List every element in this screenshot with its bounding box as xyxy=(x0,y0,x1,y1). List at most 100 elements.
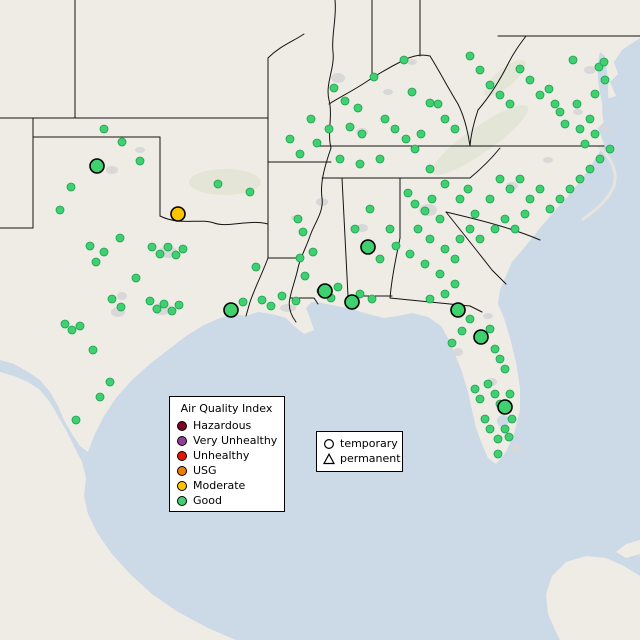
station-good xyxy=(340,96,350,106)
station-good xyxy=(465,51,475,61)
legend-item-label: Moderate xyxy=(193,479,246,492)
unhealthy-swatch-icon xyxy=(177,450,187,461)
station-good xyxy=(375,154,385,164)
station-good xyxy=(420,206,430,216)
legend-item-very-unhealthy: Very Unhealthy xyxy=(177,433,278,448)
station-good xyxy=(440,289,450,299)
station-good xyxy=(485,194,495,204)
station-good xyxy=(493,449,503,459)
station-good xyxy=(600,75,610,85)
station-good xyxy=(369,72,379,82)
station-good xyxy=(333,282,343,292)
station-good xyxy=(131,273,141,283)
station-good xyxy=(178,244,188,254)
station-good xyxy=(427,194,437,204)
station-good xyxy=(410,199,420,209)
station-good xyxy=(355,289,365,299)
legend-item-label: USG xyxy=(193,464,217,477)
station-good xyxy=(475,234,485,244)
station-good xyxy=(515,64,525,74)
station-good xyxy=(420,259,430,269)
station-good xyxy=(277,291,287,301)
station-good xyxy=(595,154,605,164)
station-good xyxy=(585,114,595,124)
station-good xyxy=(500,424,510,434)
station-good xyxy=(440,179,450,189)
station-good-large xyxy=(317,283,333,299)
lake-okeechobee xyxy=(497,415,509,427)
us-landmass xyxy=(0,0,640,464)
hazardous-swatch-icon xyxy=(177,420,187,431)
legend-item-label: Very Unhealthy xyxy=(193,434,278,447)
station-good xyxy=(367,294,377,304)
station-good xyxy=(159,299,169,309)
station-good xyxy=(465,224,475,234)
station-good xyxy=(485,324,495,334)
very-unhealthy-swatch-icon xyxy=(177,435,187,446)
station-good xyxy=(515,174,525,184)
legend-item-moderate: Moderate xyxy=(177,478,276,493)
legend-item-label: Hazardous xyxy=(193,419,252,432)
station-good xyxy=(391,241,401,251)
station-good xyxy=(450,279,460,289)
legend-item-unhealthy: Unhealthy xyxy=(177,448,276,463)
marker-shape-legend: temporary permanent xyxy=(316,431,403,472)
station-good xyxy=(245,187,255,197)
legend-item-label: permanent xyxy=(340,452,401,465)
station-good xyxy=(483,379,493,389)
station-good xyxy=(520,209,530,219)
state-borders-layer xyxy=(0,0,640,323)
station-good xyxy=(380,114,390,124)
station-good xyxy=(450,124,460,134)
aqi-legend-title: Air Quality Index xyxy=(180,402,273,415)
station-good xyxy=(475,394,485,404)
legend-item-usg: USG xyxy=(177,463,276,478)
station-good xyxy=(425,294,435,304)
station-good xyxy=(88,345,98,355)
station-good xyxy=(605,144,615,154)
station-good xyxy=(447,338,457,348)
station-good xyxy=(565,184,575,194)
station-good xyxy=(401,134,411,144)
mexico-landmass xyxy=(0,372,236,640)
station-good xyxy=(525,194,535,204)
station-good xyxy=(67,325,77,335)
station-moderate-large xyxy=(170,206,186,222)
station-good xyxy=(470,209,480,219)
station-good xyxy=(107,294,117,304)
station-good xyxy=(295,253,305,263)
station-good xyxy=(85,241,95,251)
station-good xyxy=(329,83,339,93)
station-good xyxy=(167,306,177,316)
station-good xyxy=(535,184,545,194)
station-good xyxy=(75,321,85,331)
station-good xyxy=(505,184,515,194)
station-good xyxy=(335,154,345,164)
station-good xyxy=(568,55,578,65)
station-good xyxy=(510,224,520,234)
station-good-large xyxy=(450,302,466,318)
station-good xyxy=(350,224,360,234)
moderate-swatch-icon xyxy=(177,480,187,491)
station-good xyxy=(291,296,301,306)
permanent-triangle-icon xyxy=(323,452,335,464)
station-good xyxy=(575,124,585,134)
station-good xyxy=(145,296,155,306)
station-good xyxy=(535,90,545,100)
station-good xyxy=(345,122,355,132)
station-good xyxy=(450,254,460,264)
station-good xyxy=(465,314,475,324)
station-good xyxy=(174,300,184,310)
cuba-landmass xyxy=(616,540,640,558)
station-good xyxy=(475,65,485,75)
station-good xyxy=(455,194,465,204)
station-good xyxy=(504,432,514,442)
station-good xyxy=(71,415,81,425)
station-good xyxy=(505,389,515,399)
temporary-circle-icon xyxy=(323,438,335,449)
station-good xyxy=(455,234,465,244)
station-good xyxy=(425,98,435,108)
legend-item-hazardous: Hazardous xyxy=(177,418,276,433)
station-good xyxy=(435,214,445,224)
